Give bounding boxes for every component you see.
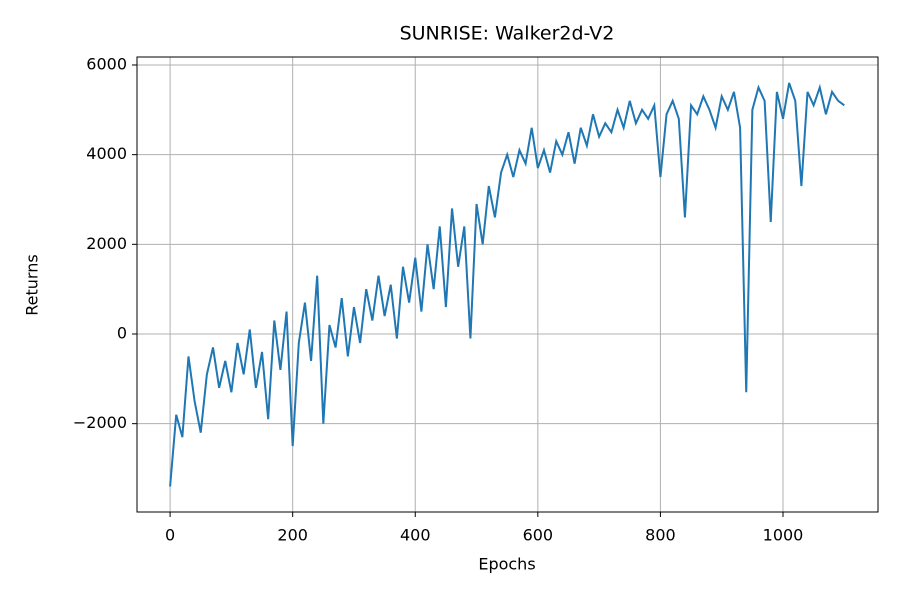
y-tick-label: 0 xyxy=(117,323,127,342)
x-tick-label: 0 xyxy=(165,526,175,545)
x-tick-label: 800 xyxy=(645,526,676,545)
y-tick-label: 6000 xyxy=(86,54,127,73)
y-tick-label: 2000 xyxy=(86,234,127,253)
x-axis-label: Epochs xyxy=(478,555,535,574)
x-tick-label: 1000 xyxy=(763,526,804,545)
y-axis-label: Returns xyxy=(23,254,42,315)
x-tick-label: 600 xyxy=(523,526,554,545)
data-line xyxy=(169,82,845,487)
y-tick-label: 4000 xyxy=(86,144,127,163)
x-tick-label: 400 xyxy=(400,526,431,545)
y-tick-label: −2000 xyxy=(73,413,127,432)
plot-frame xyxy=(136,56,879,513)
x-tick-label: 200 xyxy=(277,526,308,545)
chart-title: SUNRISE: Walker2d-V2 xyxy=(400,23,615,45)
